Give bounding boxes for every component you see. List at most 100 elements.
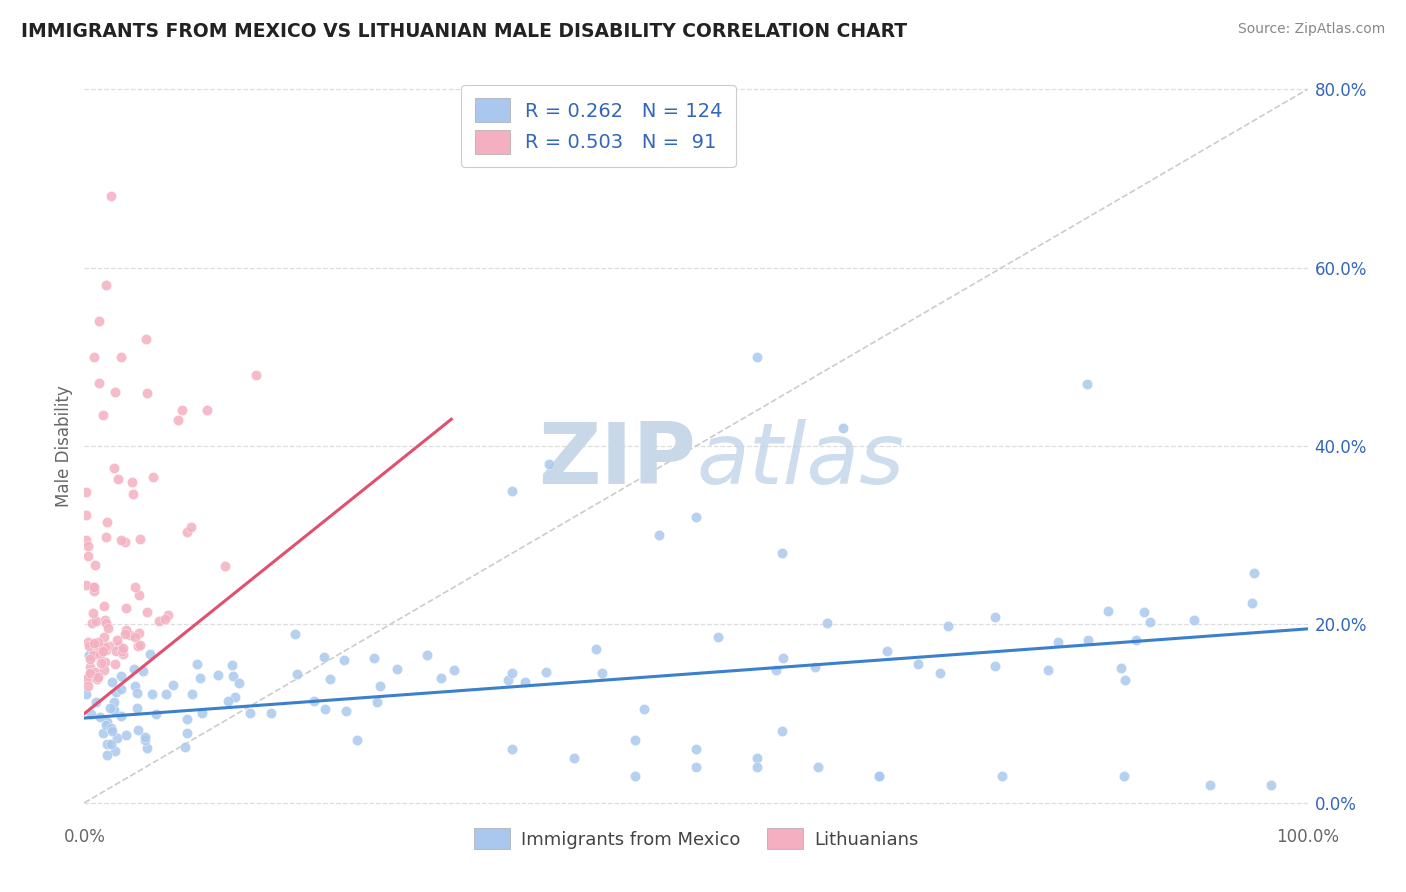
Point — [100, 737, 122, 751]
Point — [125, 701, 148, 715]
Point — [538, 457, 561, 471]
Point — [983, 610, 1005, 624]
Point — [91, 408, 114, 422]
Point — [94, 718, 117, 732]
Point — [747, 760, 769, 774]
Point — [180, 687, 202, 701]
Point — [87, 635, 110, 649]
Point — [110, 682, 132, 697]
Point — [190, 706, 212, 720]
Point — [96, 748, 118, 763]
Point — [105, 731, 128, 745]
Point — [129, 532, 152, 546]
Point — [100, 701, 122, 715]
Point — [332, 653, 354, 667]
Point — [86, 639, 108, 653]
Point — [77, 639, 100, 653]
Point — [815, 616, 838, 631]
Point — [765, 663, 787, 677]
Point — [110, 533, 132, 547]
Point — [1077, 632, 1099, 647]
Point — [111, 644, 134, 658]
Point — [77, 539, 100, 553]
Point — [135, 741, 157, 756]
Point — [214, 559, 236, 574]
Point — [136, 385, 159, 400]
Point — [103, 461, 125, 475]
Point — [1243, 566, 1265, 580]
Point — [217, 694, 239, 708]
Point — [122, 662, 145, 676]
Point — [83, 580, 105, 594]
Point — [103, 703, 125, 717]
Point — [416, 648, 439, 662]
Point — [585, 642, 607, 657]
Point — [87, 376, 110, 391]
Point — [195, 403, 218, 417]
Point — [747, 751, 769, 765]
Point — [368, 679, 391, 693]
Point — [114, 624, 136, 638]
Point — [1240, 595, 1263, 609]
Point — [239, 706, 262, 720]
Point — [188, 671, 211, 685]
Point — [104, 657, 127, 671]
Point — [869, 769, 891, 783]
Point — [176, 712, 198, 726]
Point — [929, 665, 952, 680]
Point — [162, 678, 184, 692]
Point — [97, 621, 120, 635]
Point — [87, 670, 110, 684]
Point — [685, 760, 707, 774]
Point — [79, 659, 101, 673]
Y-axis label: Male Disability: Male Disability — [55, 385, 73, 507]
Point — [82, 607, 104, 621]
Point — [83, 584, 105, 599]
Point — [747, 350, 769, 364]
Point — [157, 608, 180, 623]
Point — [114, 627, 136, 641]
Point — [79, 665, 101, 680]
Point — [1182, 613, 1205, 627]
Point — [91, 644, 114, 658]
Point — [105, 685, 128, 699]
Point — [591, 666, 613, 681]
Point — [96, 616, 118, 631]
Point — [75, 485, 97, 500]
Point — [128, 626, 150, 640]
Point — [111, 640, 134, 655]
Point — [831, 421, 853, 435]
Point — [1109, 660, 1132, 674]
Point — [1132, 605, 1154, 619]
Point — [180, 520, 202, 534]
Point — [312, 649, 335, 664]
Point — [105, 632, 128, 647]
Point — [86, 673, 108, 687]
Point — [89, 710, 111, 724]
Point — [79, 666, 101, 681]
Point — [115, 728, 138, 742]
Point — [1038, 664, 1060, 678]
Text: IMMIGRANTS FROM MEXICO VS LITHUANIAN MALE DISABILITY CORRELATION CHART: IMMIGRANTS FROM MEXICO VS LITHUANIAN MAL… — [21, 22, 907, 41]
Point — [112, 648, 135, 662]
Point — [224, 690, 246, 705]
Point — [770, 724, 793, 739]
Point — [984, 659, 1007, 673]
Point — [134, 730, 156, 744]
Point — [84, 558, 107, 572]
Point — [534, 665, 557, 680]
Point — [770, 546, 793, 560]
Point — [107, 639, 129, 653]
Point — [84, 694, 107, 708]
Point — [110, 350, 132, 364]
Point — [228, 676, 250, 690]
Point — [104, 744, 127, 758]
Point — [125, 686, 148, 700]
Point — [1114, 673, 1136, 687]
Point — [127, 723, 149, 737]
Point — [346, 732, 368, 747]
Point — [807, 760, 830, 774]
Point — [75, 672, 97, 686]
Point — [1139, 615, 1161, 630]
Point — [104, 385, 127, 400]
